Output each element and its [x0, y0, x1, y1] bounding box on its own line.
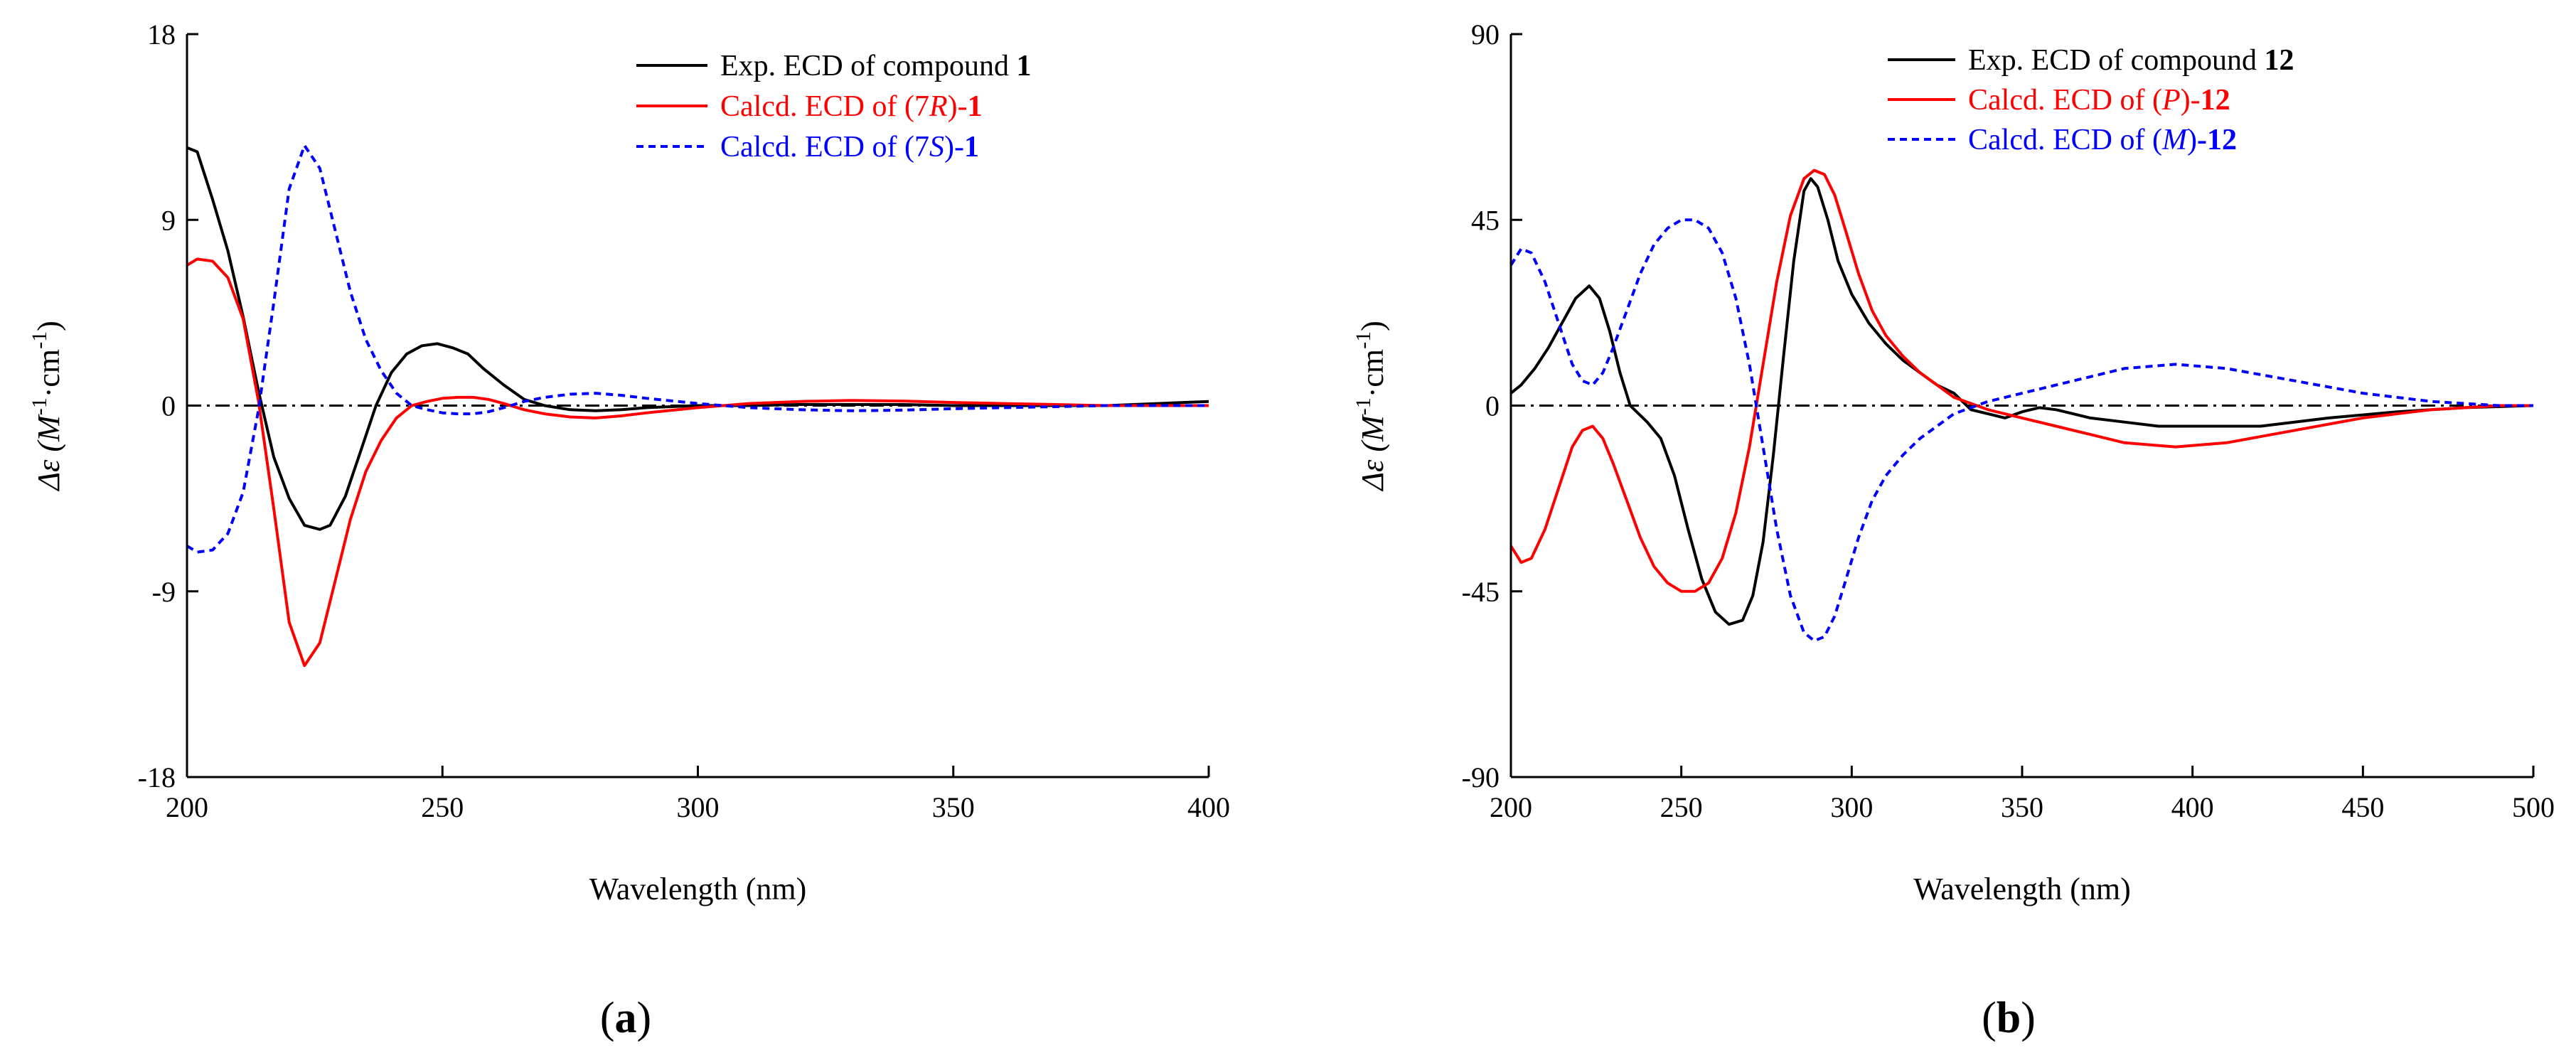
x-axis-label: Wavelength (nm)	[1913, 872, 2131, 906]
series-line-3	[186, 144, 1209, 554]
panel-b: 200 250 300 350 400 450 50090450-45-90Waveleng…	[1352, 18, 2555, 1042]
y-tick-label: 45	[1471, 204, 1500, 236]
x-tick-label: 350	[932, 791, 975, 823]
y-tick-label: 0	[1485, 390, 1500, 422]
y-tick-label: -45	[1462, 576, 1500, 608]
panel-label: (b)	[1982, 994, 2036, 1042]
legend-label-2: Calcd. ECD of (P)-12	[1968, 84, 2230, 117]
x-tick-label: 500	[2512, 791, 2555, 823]
legend: Exp. ECD of compound 12 Calcd. ECD of (P)…	[1888, 44, 2294, 156]
x-tick-label: 250	[421, 791, 464, 823]
x-tick-label: 450	[2341, 791, 2384, 823]
legend: Exp. ECD of compound 1 Calcd. ECD of (7R)…	[636, 50, 1031, 164]
panel-a: 200 250 300 350 400 18 9 0 -9 -18 Wavelength (nm) Δ…	[28, 18, 1230, 1042]
y-tick-label: 0	[161, 390, 176, 422]
x-tick-label: 400	[2171, 791, 2214, 823]
x-tick-label: 350	[2001, 791, 2043, 823]
y-tick-label: 9	[161, 204, 176, 236]
series-line-1	[186, 146, 1209, 531]
legend-label-1: Exp. ECD of compound 12	[1968, 44, 2294, 77]
x-axis-label: Wavelength (nm)	[589, 872, 807, 906]
x-tick-label: 200	[166, 791, 208, 823]
y-axis-label: Δε (M-1·cm-1)	[1352, 321, 1390, 492]
x-tick-label: 400	[1187, 791, 1230, 823]
x-tick-label: 200	[1490, 791, 1532, 823]
legend-label-3: Calcd. ECD of (7S)-1	[720, 131, 979, 164]
legend-label-1: Exp. ECD of compound 1	[720, 50, 1031, 82]
series-line-2	[1509, 168, 2533, 593]
y-tick-label: -9	[152, 576, 176, 608]
x-tick-label: 300	[1830, 791, 1873, 823]
x-tick-label: 250	[1660, 791, 1703, 823]
y-tick-label: 90	[1471, 18, 1500, 50]
legend-label-2: Calcd. ECD of (7R)-1	[720, 90, 983, 123]
y-tick-label: -18	[138, 761, 176, 793]
legend-label-3: Calcd. ECD of (M)-12	[1968, 124, 2237, 156]
y-tick-label: 18	[147, 18, 176, 50]
x-tick-label: 300	[677, 791, 720, 823]
series-line-3	[1509, 218, 2533, 643]
panel-label: (a)	[600, 994, 651, 1042]
series-line-1	[1509, 177, 2534, 626]
series-line-2	[186, 257, 1209, 668]
y-axis-label: Δε (M-1·cm-1)	[28, 321, 66, 492]
y-tick-label: -90	[1462, 761, 1500, 793]
